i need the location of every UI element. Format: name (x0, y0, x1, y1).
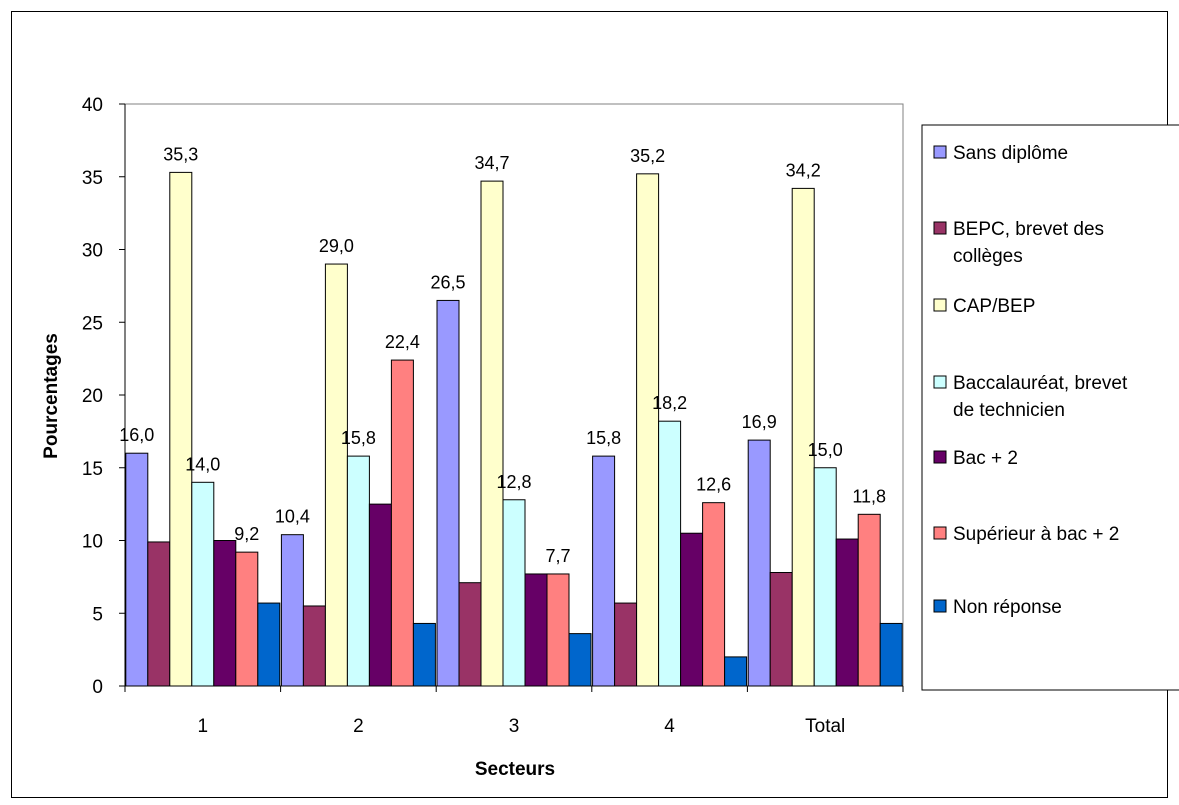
y-axis-title: Pourcentages (41, 333, 62, 459)
legend-label: Sans diplôme (953, 143, 1068, 164)
x-tick-label: Total (805, 716, 845, 737)
y-tick-label: 30 (82, 241, 103, 262)
y-tick-label: 0 (92, 677, 103, 698)
bar (390, 359, 414, 687)
data-label: 35,3 (163, 144, 198, 164)
bar (614, 602, 638, 687)
bar (813, 467, 837, 687)
data-labels-layer: 16,0 10,4 26,5 15,8 16,9 35,3 29,0 34,7 35,2 34,2… (119, 144, 886, 566)
bar (636, 173, 660, 687)
data-label: 7,7 (545, 546, 570, 566)
data-label: 14,0 (185, 454, 220, 474)
axes-layer: 0 5 10 15 20 25 30 35 40 1 2 3 4 Total (82, 95, 904, 737)
bar (368, 503, 392, 687)
data-label: 22,4 (385, 332, 420, 352)
legend-swatch (933, 599, 947, 613)
y-tick-label: 35 (82, 168, 103, 189)
x-tick-label: 3 (509, 716, 520, 737)
legend-swatch (933, 145, 947, 159)
bar (769, 572, 793, 687)
bar (680, 532, 704, 687)
data-label: 10,4 (275, 507, 310, 527)
bar (702, 502, 726, 687)
bar (502, 499, 526, 687)
bar (257, 602, 281, 687)
bar (857, 513, 881, 687)
y-tick-label: 10 (82, 532, 103, 553)
bar (302, 605, 326, 687)
bar (280, 534, 304, 687)
legend-label: CAP/BEP (953, 296, 1035, 317)
data-label: 35,2 (630, 146, 665, 166)
data-label: 15,0 (808, 440, 843, 460)
y-tick-label: 40 (82, 95, 103, 116)
y-tick-label: 25 (82, 313, 103, 334)
legend-label: Supérieur à bac + 2 (953, 524, 1119, 545)
bars-layer (125, 171, 903, 687)
bar (879, 622, 903, 687)
x-tick-label: 2 (353, 716, 364, 737)
data-label: 18,2 (652, 393, 687, 413)
bar (191, 481, 215, 687)
legend-box (921, 124, 1179, 691)
bar (169, 171, 193, 687)
legend-label: Non réponse (953, 597, 1062, 618)
bar (791, 187, 815, 687)
bar (412, 622, 436, 687)
data-label: 16,9 (742, 412, 777, 432)
bar (480, 180, 504, 687)
bar (546, 573, 570, 687)
data-label: 16,0 (119, 425, 154, 445)
data-label: 15,8 (586, 428, 621, 448)
bar (346, 455, 370, 687)
data-label: 26,5 (430, 272, 465, 292)
legend-swatch (933, 526, 947, 540)
data-label: 9,2 (234, 524, 259, 544)
bar (147, 541, 171, 687)
data-label: 12,8 (496, 472, 531, 492)
bar (724, 656, 748, 687)
bar (125, 452, 149, 687)
legend-swatch (933, 375, 947, 389)
legend-swatch (933, 450, 947, 464)
y-tick-label: 5 (92, 604, 103, 625)
data-label: 11,8 (852, 486, 886, 506)
bar (658, 420, 682, 687)
y-tick-label: 20 (82, 386, 103, 407)
bar (568, 633, 592, 687)
bar (324, 263, 348, 687)
legend-label: Bac + 2 (953, 448, 1018, 469)
bar (235, 551, 259, 687)
legend-swatch (933, 221, 947, 235)
bar (458, 582, 482, 687)
bar (592, 455, 616, 687)
bar (436, 299, 460, 687)
legend-label: BEPC, brevet des collèges (953, 219, 1104, 267)
legend-label: Baccalauréat, brevet de technicien (953, 373, 1128, 421)
bar (524, 573, 548, 687)
x-tick-label: 1 (198, 716, 209, 737)
y-tick-label: 15 (82, 459, 103, 480)
legend-swatch (933, 298, 947, 312)
x-tick-label: 4 (664, 716, 675, 737)
x-axis-title: Secteurs (475, 759, 555, 780)
data-label: 29,0 (319, 236, 354, 256)
bar (835, 538, 859, 687)
data-label: 34,7 (474, 153, 509, 173)
data-label: 34,2 (786, 160, 821, 180)
bar (213, 540, 237, 687)
bar (747, 439, 771, 687)
legend: Sans diplôme BEPC, brevet des collèges CAP/… (921, 124, 1179, 691)
data-label: 12,6 (696, 475, 731, 495)
data-label: 15,8 (341, 428, 376, 448)
